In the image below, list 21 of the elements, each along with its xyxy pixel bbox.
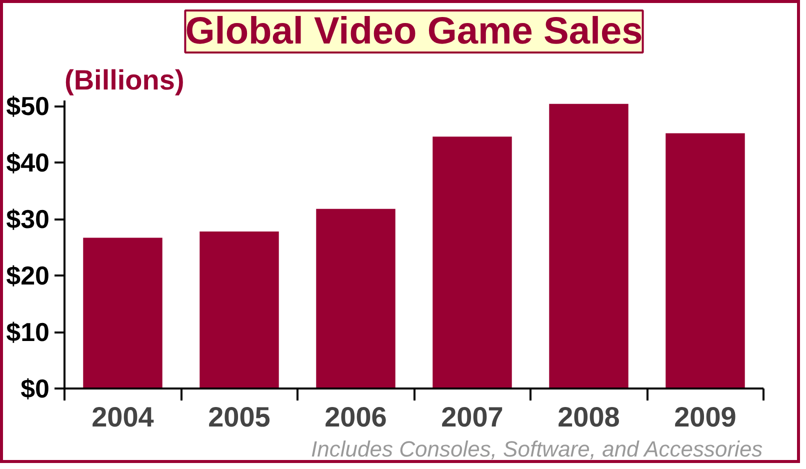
x-tick-label: 2006	[324, 402, 387, 432]
bar	[316, 208, 396, 388]
bar	[200, 232, 279, 388]
chart-title: Global Video Game Sales	[185, 10, 643, 52]
y-tick-label: $40	[6, 148, 50, 178]
bar	[432, 136, 512, 388]
x-tick-label: 2005	[208, 402, 270, 432]
y-tick-label: $50	[6, 91, 50, 122]
x-tick-label: 2008	[558, 402, 620, 432]
y-tick-label: $0	[20, 374, 50, 404]
y-tick-label: $30	[6, 204, 50, 234]
text: Includes Consoles, Software, and Accessories	[311, 436, 763, 462]
y-axis-title: (Billions)	[64, 64, 184, 96]
x-tick-label: 2004	[92, 402, 154, 432]
bar	[549, 104, 628, 388]
y-tick-label: $20	[6, 260, 50, 291]
x-tick-label: 2009	[674, 402, 736, 432]
bar	[666, 133, 745, 388]
bar	[83, 238, 162, 388]
y-tick-label: $10	[6, 317, 50, 348]
x-tick-label: 2007	[441, 402, 504, 432]
